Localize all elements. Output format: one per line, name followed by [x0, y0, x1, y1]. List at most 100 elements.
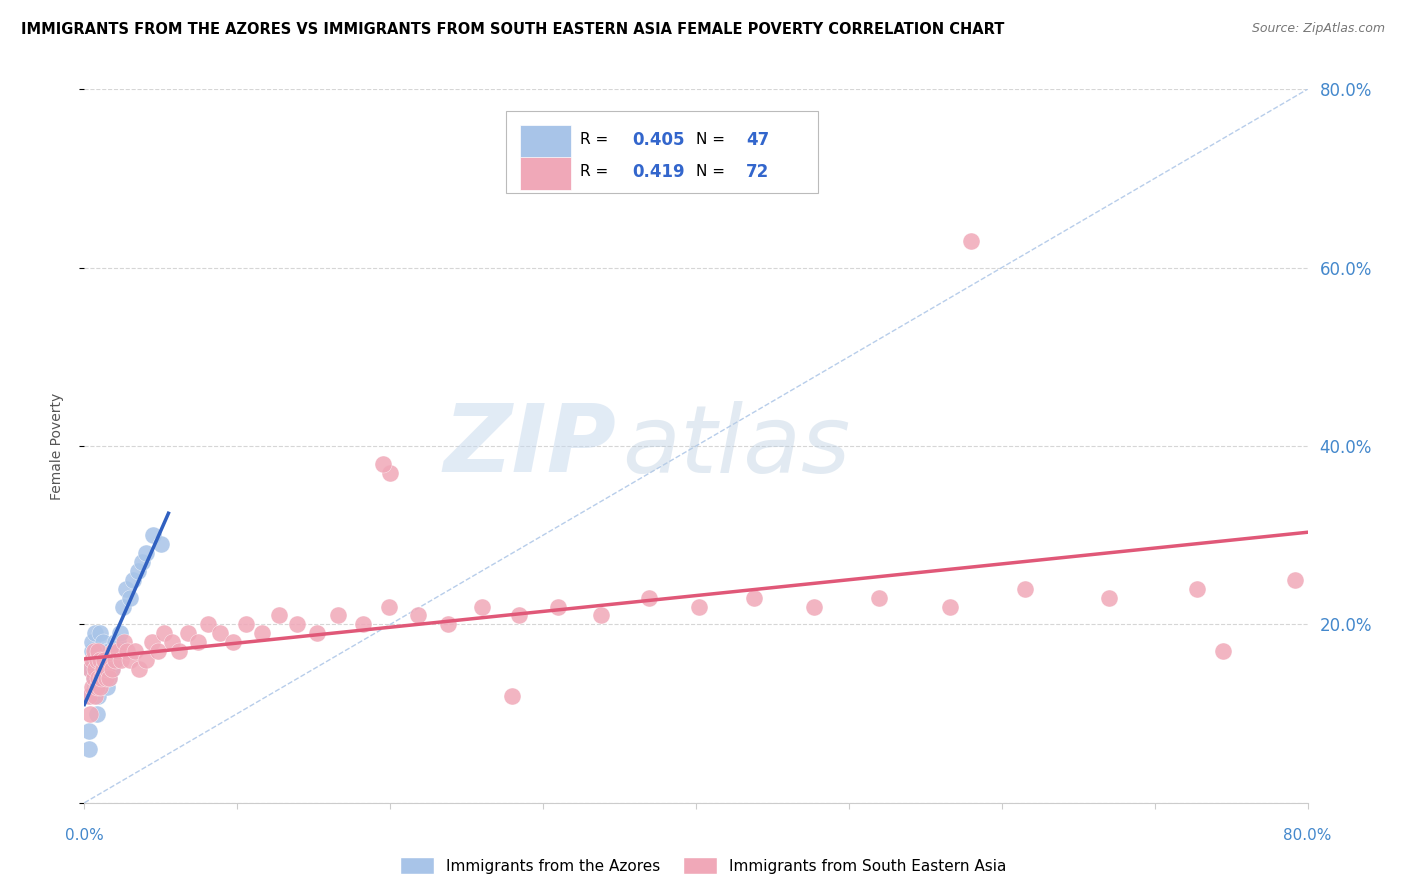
Point: [406, 608, 429, 623]
Text: 80.0%: 80.0%: [1284, 828, 1331, 843]
Point: [87, 689, 110, 703]
Point: [471, 599, 494, 614]
Point: [83, 644, 105, 658]
Point: [89, 680, 111, 694]
Point: [502, 689, 524, 703]
Point: [250, 626, 273, 640]
Point: [153, 626, 176, 640]
Point: [110, 653, 132, 667]
Point: [141, 635, 163, 649]
Text: N =: N =: [696, 132, 730, 147]
Point: [105, 653, 128, 667]
Point: [1284, 573, 1306, 587]
Point: [127, 564, 149, 578]
Point: [108, 626, 131, 640]
Point: [90, 671, 112, 685]
Text: R =: R =: [579, 132, 613, 147]
Point: [79, 689, 101, 703]
Point: [77, 689, 100, 703]
Point: [131, 555, 153, 569]
Text: 47: 47: [747, 131, 769, 149]
Point: [97, 671, 120, 685]
Point: [86, 680, 108, 694]
Point: [111, 599, 134, 614]
Point: [177, 626, 200, 640]
Text: 0.419: 0.419: [633, 163, 685, 181]
Point: [186, 635, 208, 649]
Point: [84, 662, 107, 676]
Point: [93, 653, 115, 667]
Point: [803, 599, 825, 614]
Point: [939, 599, 962, 614]
Point: [114, 582, 136, 596]
Point: [267, 608, 290, 623]
Point: [90, 671, 112, 685]
Point: [91, 635, 114, 649]
Point: [89, 626, 111, 640]
Point: [120, 591, 142, 605]
Point: [122, 573, 145, 587]
Point: [160, 635, 183, 649]
Point: [87, 671, 110, 685]
Point: [84, 689, 107, 703]
Point: [688, 599, 710, 614]
Point: [80, 662, 103, 676]
Point: [84, 680, 107, 694]
Point: [371, 457, 394, 471]
Point: [1098, 591, 1121, 605]
Y-axis label: Female Poverty: Female Poverty: [49, 392, 63, 500]
Point: [377, 599, 399, 614]
Point: [98, 653, 121, 667]
FancyBboxPatch shape: [520, 125, 571, 158]
Point: [90, 644, 112, 658]
Point: [104, 635, 127, 649]
Point: [89, 680, 111, 694]
Point: [97, 671, 120, 685]
Legend: Immigrants from the Azores, Immigrants from South Eastern Asia: Immigrants from the Azores, Immigrants f…: [394, 851, 1012, 880]
Text: ZIP: ZIP: [443, 400, 616, 492]
Point: [305, 626, 328, 640]
Point: [103, 644, 125, 658]
Point: [637, 591, 659, 605]
Point: [869, 591, 891, 605]
Point: [91, 662, 114, 676]
Point: [83, 671, 105, 685]
Point: [93, 653, 115, 667]
Point: [149, 537, 172, 551]
Point: [120, 653, 142, 667]
Point: [124, 644, 146, 658]
Point: [86, 662, 108, 676]
Text: Source: ZipAtlas.com: Source: ZipAtlas.com: [1251, 22, 1385, 36]
Text: 0.405: 0.405: [633, 131, 685, 149]
Point: [91, 662, 114, 676]
Point: [93, 671, 115, 685]
Point: [142, 528, 165, 542]
Point: [508, 608, 530, 623]
Point: [380, 466, 402, 480]
Point: [96, 644, 118, 658]
Point: [135, 546, 157, 560]
Point: [128, 662, 150, 676]
Point: [103, 644, 125, 658]
Point: [94, 662, 117, 676]
Point: [209, 626, 232, 640]
FancyBboxPatch shape: [506, 111, 818, 193]
Point: [80, 680, 103, 694]
Point: [104, 653, 127, 667]
Point: [135, 653, 157, 667]
Text: 0.0%: 0.0%: [65, 828, 104, 843]
Point: [83, 671, 105, 685]
Point: [77, 742, 100, 756]
Point: [960, 234, 983, 248]
FancyBboxPatch shape: [520, 157, 571, 190]
Point: [1014, 582, 1036, 596]
Point: [96, 680, 118, 694]
Point: [112, 635, 135, 649]
Text: N =: N =: [696, 164, 730, 179]
Point: [235, 617, 257, 632]
Point: [84, 626, 107, 640]
Text: IMMIGRANTS FROM THE AZORES VS IMMIGRANTS FROM SOUTH EASTERN ASIA FEMALE POVERTY : IMMIGRANTS FROM THE AZORES VS IMMIGRANTS…: [21, 22, 1004, 37]
Point: [79, 662, 101, 676]
Point: [89, 653, 111, 667]
Point: [94, 671, 117, 685]
